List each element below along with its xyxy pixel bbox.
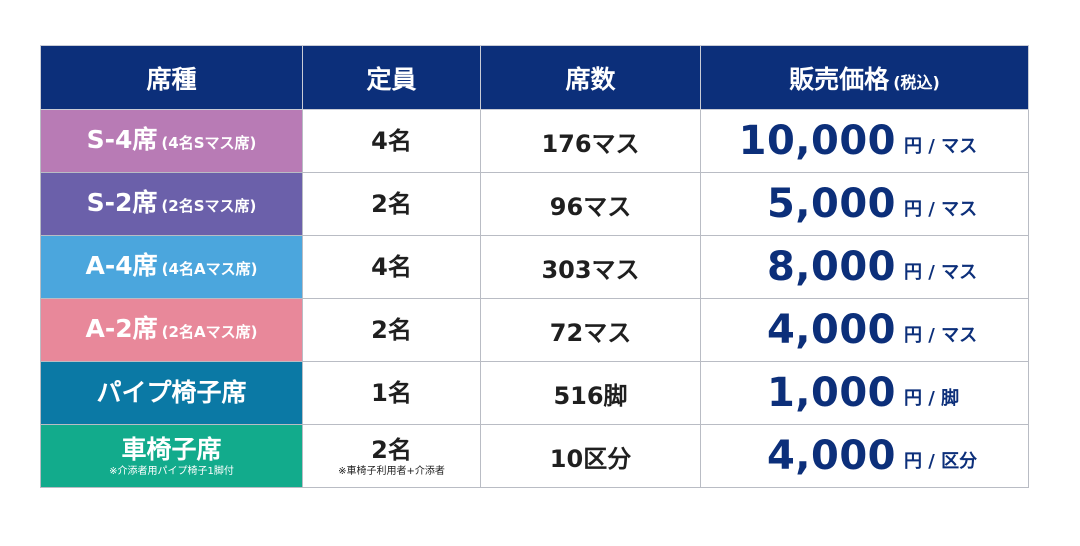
capacity-value: 4名: [371, 253, 412, 281]
capacity-value: 2名: [371, 435, 412, 464]
price-cell: 1,000 円 / 脚: [700, 361, 1029, 425]
seat-type-cell: S-2席 (2名Sマス席): [40, 172, 303, 236]
price-amount: 1,000: [766, 370, 896, 416]
seat-name: S-2席: [86, 187, 158, 217]
seat-count-cell: 10区分: [480, 424, 701, 488]
seat-count-value: 96マス: [549, 192, 632, 221]
seat-count-cell: 303マス: [480, 235, 701, 299]
seat-type-cell: A-4席 (4名Aマス席): [40, 235, 303, 299]
capacity-cell: 4名: [302, 235, 481, 299]
price-unit: 円 / マス: [904, 199, 978, 220]
capacity-cell: 2名: [302, 172, 481, 236]
seat-count-cell: 72マス: [480, 298, 701, 362]
capacity-note: ※車椅子利用者+介添者: [338, 465, 445, 477]
seat-sub-label: (4名Aマス席): [161, 259, 258, 278]
seat-count-cell: 176マス: [480, 109, 701, 173]
seat-count-value: 303マス: [541, 255, 640, 284]
capacity-value: 2名: [371, 190, 412, 218]
header-price: 販売価格 (税込): [700, 45, 1029, 110]
seat-sub-label: (2名Aマス席): [161, 322, 258, 341]
price-unit: 円 / マス: [904, 325, 978, 346]
table-row: パイプ椅子席 1名 516脚 1,000 円 / 脚: [40, 361, 1029, 425]
seat-name: 車椅子席: [121, 434, 222, 464]
seat-type-main: S-2席 (2名Sマス席): [41, 188, 302, 221]
table-row: A-4席 (4名Aマス席) 4名 303マス 8,000 円 / マス: [40, 235, 1029, 299]
header-seat-count-label: 席数: [565, 64, 616, 94]
seat-sub-label: (4名Sマス席): [161, 133, 257, 152]
seat-count-cell: 516脚: [480, 361, 701, 425]
header-capacity: 定員: [302, 45, 481, 110]
price-amount: 10,000: [738, 118, 896, 164]
seat-type-cell: S-4席 (4名Sマス席): [40, 109, 303, 173]
price-amount: 8,000: [766, 244, 896, 290]
price-cell: 4,000 円 / 区分: [700, 424, 1029, 488]
seat-type-main: S-4席 (4名Sマス席): [41, 125, 302, 158]
capacity-cell: 4名: [302, 109, 481, 173]
seat-count-value: 72マス: [549, 318, 632, 347]
price-cell: 10,000 円 / マス: [700, 109, 1029, 173]
seat-type-cell: 車椅子席 ※介添者用パイプ椅子1脚付: [40, 424, 303, 488]
capacity-cell: 2名: [302, 298, 481, 362]
price-amount: 4,000: [766, 307, 896, 353]
price-cell: 8,000 円 / マス: [700, 235, 1029, 299]
seat-sub-label: (2名Sマス席): [161, 196, 257, 215]
seat-count-cell: 96マス: [480, 172, 701, 236]
header-capacity-label: 定員: [366, 64, 417, 94]
price-unit: 円 / 脚: [904, 388, 960, 409]
capacity-value: 1名: [371, 379, 412, 407]
table-row: 車椅子席 ※介添者用パイプ椅子1脚付 2名 ※車椅子利用者+介添者 10区分 4,000 円…: [40, 424, 1029, 488]
seat-count-value: 176マス: [541, 129, 640, 158]
seat-count-value: 516脚: [553, 381, 628, 410]
seat-count-value: 10区分: [549, 444, 632, 473]
price-unit: 円 / 区分: [904, 451, 978, 472]
seat-type-cell: パイプ椅子席: [40, 361, 303, 425]
price-amount: 5,000: [766, 181, 896, 227]
capacity-value: 2名: [371, 316, 412, 344]
seat-note: ※介添者用パイプ椅子1脚付: [109, 465, 234, 477]
seat-name: パイプ椅子席: [96, 378, 247, 407]
header-price-label: 販売価格: [789, 64, 890, 94]
seat-name: A-2席: [85, 313, 158, 343]
seat-type-main: A-2席 (2名Aマス席): [41, 314, 302, 347]
seat-type-main: 車椅子席: [41, 435, 302, 465]
price-amount: 4,000: [766, 433, 896, 479]
header-seat-type-label: 席種: [146, 64, 197, 94]
seat-type-main: パイプ椅子席: [41, 378, 302, 408]
table-row: S-2席 (2名Sマス席) 2名 96マス 5,000 円 / マス: [40, 172, 1029, 236]
capacity-value: 4名: [371, 127, 412, 155]
table-row: A-2席 (2名Aマス席) 2名 72マス 4,000 円 / マス: [40, 298, 1029, 362]
price-cell: 4,000 円 / マス: [700, 298, 1029, 362]
header-seat-type: 席種: [40, 45, 303, 110]
ticket-price-table: 席種 定員 席数 販売価格 (税込) S-4席 (4名Sマス席) 4名 176マス 10,…: [40, 45, 1029, 488]
table-header-row: 席種 定員 席数 販売価格 (税込): [40, 45, 1029, 110]
header-seat-count: 席数: [480, 45, 701, 110]
price-unit: 円 / マス: [904, 136, 978, 157]
header-price-note: (税込): [893, 72, 940, 92]
price-cell: 5,000 円 / マス: [700, 172, 1029, 236]
capacity-cell: 2名 ※車椅子利用者+介添者: [302, 424, 481, 488]
seat-name: A-4席: [85, 250, 158, 280]
seat-type-main: A-4席 (4名Aマス席): [41, 251, 302, 284]
seat-name: S-4席: [86, 124, 158, 154]
table-row: S-4席 (4名Sマス席) 4名 176マス 10,000 円 / マス: [40, 109, 1029, 173]
price-unit: 円 / マス: [904, 262, 978, 283]
seat-type-cell: A-2席 (2名Aマス席): [40, 298, 303, 362]
capacity-cell: 1名: [302, 361, 481, 425]
